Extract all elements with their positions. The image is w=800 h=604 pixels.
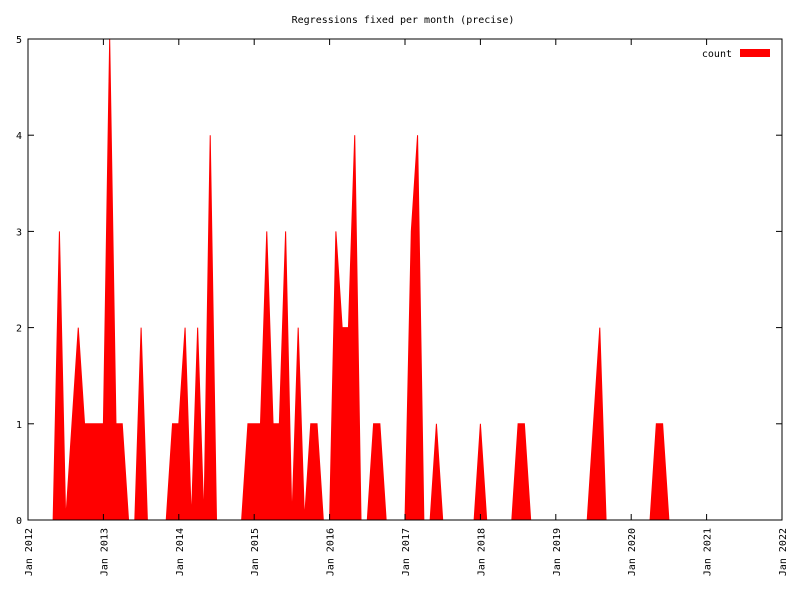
x-tick-label: Jan 2018 bbox=[476, 528, 487, 576]
x-tick-label: Jan 2016 bbox=[326, 528, 337, 576]
x-tick-label: Jan 2012 bbox=[24, 528, 35, 576]
x-tick-label: Jan 2017 bbox=[401, 528, 412, 576]
x-tick-label: Jan 2019 bbox=[552, 528, 563, 576]
x-tick-label: Jan 2014 bbox=[175, 528, 186, 576]
chart-title: Regressions fixed per month (precise) bbox=[292, 15, 515, 26]
legend-swatch bbox=[740, 49, 770, 57]
x-tick-label: Jan 2021 bbox=[703, 528, 714, 576]
x-tick-label: Jan 2020 bbox=[627, 528, 638, 576]
y-tick-label: 2 bbox=[16, 324, 22, 335]
y-tick-label: 4 bbox=[16, 131, 22, 142]
legend-label: count bbox=[702, 49, 732, 60]
y-tick-label: 0 bbox=[16, 516, 22, 527]
x-tick-label: Jan 2015 bbox=[250, 528, 261, 576]
x-tick-label: Jan 2022 bbox=[778, 528, 789, 576]
x-tick-label: Jan 2013 bbox=[99, 528, 110, 576]
area bbox=[28, 38, 776, 521]
y-tick-label: 5 bbox=[16, 35, 22, 46]
y-tick-label: 1 bbox=[16, 420, 22, 431]
y-tick-label: 3 bbox=[16, 227, 22, 238]
